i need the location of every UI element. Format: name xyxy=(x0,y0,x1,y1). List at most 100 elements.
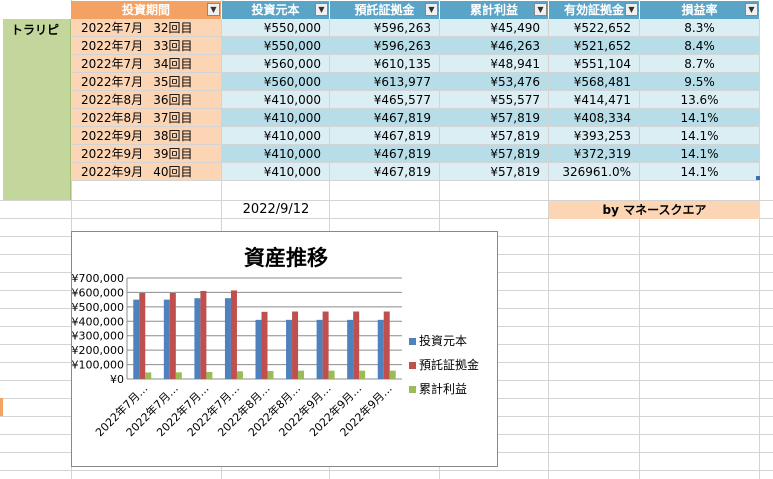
cumulative-profit-cell[interactable]: ¥57,819 xyxy=(440,145,549,163)
deposit-cell[interactable]: ¥467,819 xyxy=(330,109,440,127)
pl-rate-cell[interactable]: 8.4% xyxy=(640,37,760,55)
cell-value: ¥410,000 xyxy=(263,111,321,125)
side-label-cell[interactable]: トラリピ xyxy=(3,19,71,200)
filter-dropdown-icon[interactable]: ▼ xyxy=(534,3,547,16)
period-cell[interactable]: 2022年9月 38回目 xyxy=(71,127,222,145)
deposit-cell[interactable]: ¥596,263 xyxy=(330,19,440,37)
bar-投資元本 xyxy=(133,299,140,379)
effective-margin-cell[interactable]: ¥408,334 xyxy=(549,109,640,127)
pl-rate-cell[interactable]: 14.1% xyxy=(640,127,760,145)
period-cell[interactable]: 2022年8月 36回目 xyxy=(71,91,222,109)
legend-label: 投資元本 xyxy=(419,333,467,348)
header-principal-label: 投資元本 xyxy=(251,3,300,17)
period-cell[interactable]: 2022年9月 40回目 xyxy=(71,163,222,181)
header-pl-rate[interactable]: 損益率 ▼ xyxy=(640,1,760,19)
period-cell[interactable]: 2022年7月 32回目 xyxy=(71,19,222,37)
filter-dropdown-icon[interactable]: ▼ xyxy=(425,3,438,16)
principal-cell[interactable]: ¥560,000 xyxy=(222,73,330,91)
effective-margin-cell[interactable]: ¥522,652 xyxy=(549,19,640,37)
cumulative-profit-cell[interactable]: ¥57,819 xyxy=(440,109,549,127)
table-resize-handle[interactable] xyxy=(756,176,760,180)
asset-chart[interactable]: 資産推移 ¥700,000 ¥600,000 ¥500,000 ¥400,000 ¥300… xyxy=(71,231,498,467)
cell-value: ¥48,941 xyxy=(490,57,540,71)
cumulative-profit-cell[interactable]: ¥55,577 xyxy=(440,91,549,109)
principal-cell[interactable]: ¥560,000 xyxy=(222,55,330,73)
deposit-cell[interactable]: ¥467,819 xyxy=(330,127,440,145)
bar-預託証拠金 xyxy=(169,292,176,379)
x-tick-label: 2022年8月… xyxy=(245,381,303,439)
cell-value: ¥613,977 xyxy=(373,75,431,89)
effective-margin-cell[interactable]: 326961.0% xyxy=(549,163,640,181)
deposit-cell[interactable]: ¥465,577 xyxy=(330,91,440,109)
effective-margin-cell[interactable]: ¥551,104 xyxy=(549,55,640,73)
date-cell[interactable]: 2022/9/12 xyxy=(222,201,330,219)
effective-margin-cell[interactable]: ¥414,471 xyxy=(549,91,640,109)
cell-value: ¥57,819 xyxy=(490,165,540,179)
principal-cell[interactable]: ¥410,000 xyxy=(222,127,330,145)
cell-value: 8.4% xyxy=(684,39,715,53)
side-label: トラリピ xyxy=(11,23,60,37)
header-effective-margin-label: 有効証拠金 xyxy=(563,3,624,17)
pl-rate-cell[interactable]: 8.7% xyxy=(640,55,760,73)
cell-value: 14.1% xyxy=(680,165,719,179)
pl-rate-cell[interactable]: 14.1% xyxy=(640,163,760,181)
deposit-cell[interactable]: ¥610,135 xyxy=(330,55,440,73)
deposit-cell[interactable]: ¥467,819 xyxy=(330,145,440,163)
effective-margin-cell[interactable]: ¥393,253 xyxy=(549,127,640,145)
x-tick-label: 2022年9月… xyxy=(337,381,395,439)
cell-value: ¥408,334 xyxy=(573,111,631,125)
y-tick-label: ¥500,000 xyxy=(72,301,124,314)
principal-cell[interactable]: ¥410,000 xyxy=(222,91,330,109)
bar-預託証拠金 xyxy=(353,311,360,379)
period-cell[interactable]: 2022年7月 35回目 xyxy=(71,73,222,91)
filter-dropdown-icon[interactable]: ▼ xyxy=(315,3,328,16)
principal-cell[interactable]: ¥410,000 xyxy=(222,145,330,163)
credit-cell[interactable]: by マネースクエア xyxy=(549,201,760,219)
deposit-cell[interactable]: ¥613,977 xyxy=(330,73,440,91)
period-cell[interactable]: 2022年9月 39回目 xyxy=(71,145,222,163)
header-principal[interactable]: 投資元本 ▼ xyxy=(222,1,330,19)
table-header-row: 投資期間 ▼ 投資元本 ▼ 預託証拠金 ▼ 累計利益 ▼ 有効証拠金 ▼ 損益率… xyxy=(0,1,773,19)
principal-cell[interactable]: ¥410,000 xyxy=(222,163,330,181)
header-period[interactable]: 投資期間 ▼ xyxy=(71,1,222,19)
principal-cell[interactable]: ¥550,000 xyxy=(222,19,330,37)
filter-dropdown-icon[interactable]: ▼ xyxy=(207,3,220,16)
cumulative-profit-cell[interactable]: ¥57,819 xyxy=(440,127,549,145)
filter-dropdown-icon[interactable]: ▼ xyxy=(625,3,638,16)
bar-預託証拠金 xyxy=(322,311,329,379)
principal-cell[interactable]: ¥550,000 xyxy=(222,37,330,55)
effective-margin-cell[interactable]: ¥568,481 xyxy=(549,73,640,91)
header-effective-margin[interactable]: 有効証拠金 ▼ xyxy=(549,1,640,19)
cumulative-profit-cell[interactable]: ¥45,490 xyxy=(440,19,549,37)
period-count: 39回目 xyxy=(153,147,193,161)
effective-margin-cell[interactable]: ¥521,652 xyxy=(549,37,640,55)
bar-投資元本 xyxy=(163,299,170,379)
cell-value: 8.3% xyxy=(684,21,715,35)
deposit-cell[interactable]: ¥596,263 xyxy=(330,37,440,55)
period-cell[interactable]: 2022年7月 34回目 xyxy=(71,55,222,73)
cumulative-profit-cell[interactable]: ¥48,941 xyxy=(440,55,549,73)
period-month: 2022年7月 xyxy=(81,21,144,35)
pl-rate-cell[interactable]: 14.1% xyxy=(640,109,760,127)
principal-cell[interactable]: ¥410,000 xyxy=(222,109,330,127)
cumulative-profit-cell[interactable]: ¥57,819 xyxy=(440,163,549,181)
period-cell[interactable]: 2022年8月 37回目 xyxy=(71,109,222,127)
header-deposit[interactable]: 預託証拠金 ▼ xyxy=(330,1,440,19)
period-cell[interactable]: 2022年7月 33回目 xyxy=(71,37,222,55)
pl-rate-cell[interactable]: 8.3% xyxy=(640,19,760,37)
bar-累計利益 xyxy=(267,370,274,379)
cumulative-profit-cell[interactable]: ¥53,476 xyxy=(440,73,549,91)
header-cumulative-profit[interactable]: 累計利益 ▼ xyxy=(440,1,549,19)
effective-margin-cell[interactable]: ¥372,319 xyxy=(549,145,640,163)
period-month: 2022年9月 xyxy=(81,165,144,179)
cumulative-profit-cell[interactable]: ¥46,263 xyxy=(440,37,549,55)
filter-dropdown-icon[interactable]: ▼ xyxy=(745,3,758,16)
pl-rate-cell[interactable]: 9.5% xyxy=(640,73,760,91)
pl-rate-cell[interactable]: 13.6% xyxy=(640,91,760,109)
cell-value: 326961.0% xyxy=(562,165,631,179)
table-row: 2022年8月 37回目 ¥410,000 ¥467,819 ¥57,819 ¥408,3… xyxy=(0,109,773,127)
table-row: 2022年9月 40回目 ¥410,000 ¥467,819 ¥57,819 326961… xyxy=(0,163,773,181)
pl-rate-cell[interactable]: 14.1% xyxy=(640,145,760,163)
deposit-cell[interactable]: ¥467,819 xyxy=(330,163,440,181)
cell-value: 14.1% xyxy=(680,129,719,143)
